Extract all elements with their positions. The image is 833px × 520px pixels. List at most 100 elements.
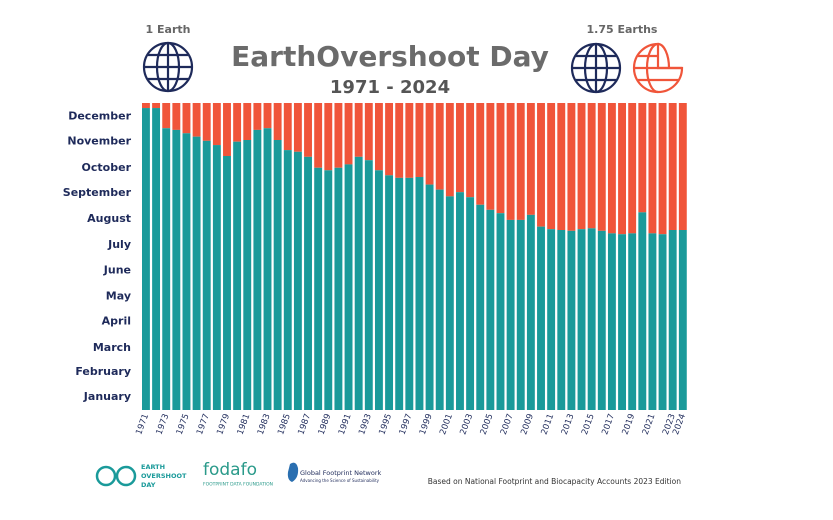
- logo-fodafo-sub: FOOTPRINT DATA FOUNDATION: [203, 482, 273, 488]
- left-label: 1 Earth: [146, 23, 191, 36]
- remainder-bar: [496, 103, 505, 214]
- bar: [456, 192, 464, 410]
- logo-fodafo: fodafo: [203, 460, 257, 480]
- bar: [212, 145, 221, 410]
- bar: [405, 177, 414, 410]
- remainder-bar: [324, 103, 333, 171]
- remainder-bar: [547, 103, 556, 230]
- remainder-bar: [466, 103, 475, 198]
- bar: [243, 140, 252, 410]
- x-tick-label: 1977: [195, 412, 212, 436]
- x-tick-label: 1995: [377, 412, 394, 436]
- bar: [192, 136, 201, 410]
- bar: [354, 156, 363, 410]
- x-tick-label: 2005: [479, 412, 496, 436]
- x-tick-label: 1989: [317, 412, 334, 436]
- y-tick-label: April: [102, 315, 131, 328]
- remainder-bar: [334, 103, 343, 168]
- bar: [304, 156, 312, 410]
- logo-text: OVERSHOOT: [141, 472, 187, 480]
- bar: [466, 197, 475, 410]
- remainder-bar: [597, 103, 606, 231]
- x-tick-label: 1979: [215, 412, 232, 436]
- remainder-bar: [476, 103, 485, 205]
- bar: [506, 219, 515, 410]
- bar: [283, 150, 292, 410]
- remainder-bar: [223, 103, 231, 156]
- x-tick-label: 2007: [499, 412, 516, 436]
- remainder-bar: [405, 103, 414, 178]
- bar: [577, 229, 586, 410]
- logo-footprint: [287, 462, 299, 482]
- remainder-bar: [395, 103, 404, 178]
- bar: [374, 170, 383, 410]
- remainder-bar: [364, 103, 373, 161]
- y-tick-label: August: [87, 212, 131, 225]
- remainder-bar: [435, 103, 444, 190]
- y-tick-label: May: [106, 289, 131, 302]
- bar: [628, 233, 637, 410]
- x-tick-label: 2017: [600, 412, 617, 436]
- bar: [678, 230, 687, 410]
- bar: [597, 230, 606, 410]
- remainder-bar: [648, 103, 657, 234]
- bar: [607, 233, 616, 410]
- bar: [638, 212, 647, 410]
- remainder-bar: [202, 103, 211, 141]
- logo-text: EARTH: [141, 463, 165, 471]
- remainder-bar: [273, 103, 282, 141]
- remainder-bar: [628, 103, 637, 234]
- logo-gfn-sub: Advancing the Science of Sustainability: [300, 478, 380, 483]
- bar: [364, 160, 373, 410]
- y-tick-label: June: [103, 263, 131, 276]
- x-tick-label: 1971: [134, 412, 151, 436]
- y-tick-label: March: [93, 341, 131, 354]
- remainder-bar: [263, 103, 272, 129]
- remainder-bar: [415, 103, 424, 178]
- bar: [202, 140, 211, 411]
- partial-globe-icon: [632, 42, 684, 94]
- bar: [476, 204, 485, 410]
- remainder-bar: [212, 103, 221, 146]
- bar: [486, 209, 495, 410]
- remainder-bar: [587, 103, 596, 229]
- bar: [233, 141, 242, 410]
- bar: [526, 214, 535, 410]
- bar: [557, 230, 566, 410]
- bar: [314, 167, 323, 410]
- chart-subtitle: 1971 - 2024: [330, 77, 450, 98]
- x-tick-label: 2013: [560, 412, 577, 436]
- remainder-bar: [283, 103, 292, 151]
- logo-text: DAY: [141, 481, 156, 489]
- x-tick-label: 1991: [337, 412, 354, 436]
- bar: [435, 189, 444, 410]
- remainder-bar: [557, 103, 566, 231]
- x-tick-label: 1999: [418, 412, 435, 436]
- remainder-bar: [344, 103, 353, 165]
- bar: [618, 234, 626, 410]
- bar: [496, 213, 505, 410]
- x-tick-label: 1985: [276, 412, 293, 436]
- bar: [547, 229, 556, 410]
- source-note: Based on National Footprint and Biocapac…: [428, 477, 682, 486]
- x-tick-label: 1997: [398, 412, 415, 436]
- remainder-bar: [658, 103, 667, 235]
- bar: [567, 230, 576, 410]
- x-tick-label: 1983: [256, 412, 273, 436]
- bar: [162, 128, 171, 410]
- logo-eod: EARTH OVERSHOOT DAY: [95, 463, 187, 489]
- x-tick-label: 1993: [357, 412, 374, 436]
- bar: [648, 233, 657, 410]
- bar: [445, 196, 454, 410]
- bar: [385, 175, 394, 410]
- remainder-bar: [152, 103, 161, 109]
- remainder-bar: [182, 103, 191, 134]
- bar: [415, 177, 424, 410]
- bar: [273, 140, 282, 410]
- bar: [253, 129, 262, 410]
- x-tick-label: 2001: [438, 412, 455, 436]
- x-tick-label: 2009: [519, 412, 536, 436]
- remainder-bar: [506, 103, 515, 220]
- remainder-bar: [668, 103, 677, 231]
